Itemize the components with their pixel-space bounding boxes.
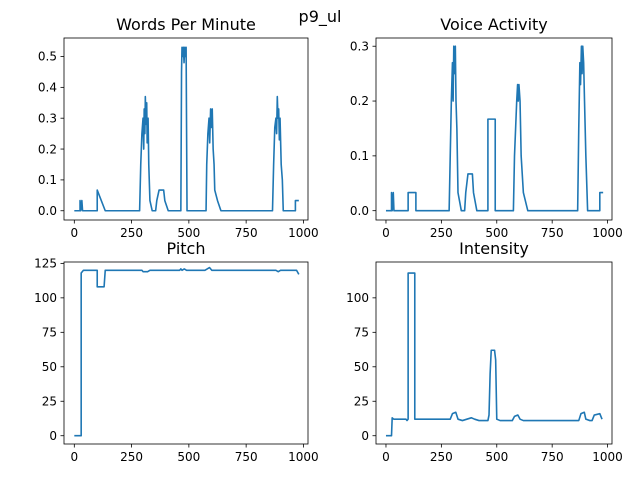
y-tick-label: 0.1 bbox=[350, 149, 369, 163]
x-tick-label: 750 bbox=[235, 450, 258, 464]
x-tick-label: 0 bbox=[70, 450, 78, 464]
x-tick-label: 500 bbox=[485, 226, 508, 240]
y-tick-label: 0.3 bbox=[38, 111, 57, 125]
panel-pitch: 0 250 500 750 1000 0 25 50 75 100 125 Pitch bbox=[34, 239, 319, 464]
x-tick-label: 1000 bbox=[592, 450, 623, 464]
x-tick-label: 0 bbox=[70, 226, 78, 240]
axes-frame bbox=[63, 261, 309, 445]
x-tick-label: 0 bbox=[382, 226, 390, 240]
panel-intensity: 0 250 500 750 1000 0 25 50 75 100 Intensity bbox=[346, 239, 623, 464]
panel-words-per-minute: 0 250 500 750 1000 0.0 0.1 0.2 0.3 0.4 0.5 Words Pe… bbox=[38, 15, 319, 240]
y-tick-label: 125 bbox=[34, 257, 57, 271]
panel-voice-activity: 0 250 500 750 1000 0.0 0.1 0.2 0.3 Voice Activity bbox=[350, 15, 623, 240]
panel-title-voice-activity: Voice Activity bbox=[440, 15, 548, 34]
axes-frame bbox=[375, 261, 613, 445]
x-tick-label: 0 bbox=[382, 450, 390, 464]
panel-title-intensity: Intensity bbox=[459, 239, 529, 258]
y-tick-label: 50 bbox=[42, 360, 57, 374]
x-tick-label: 1000 bbox=[288, 226, 319, 240]
axes-frame bbox=[375, 37, 613, 221]
panel-title-words-per-minute: Words Per Minute bbox=[116, 15, 256, 34]
axes-frame bbox=[63, 37, 309, 221]
y-tick-label: 75 bbox=[42, 326, 57, 340]
y-tick-label: 0.5 bbox=[38, 50, 57, 64]
y-tick-label: 0.2 bbox=[350, 94, 369, 108]
series-line bbox=[385, 45, 604, 212]
y-tick-label: 100 bbox=[34, 291, 57, 305]
x-tick-label: 1000 bbox=[288, 450, 319, 464]
y-tick-label: 0 bbox=[361, 429, 369, 443]
series-line bbox=[385, 272, 603, 437]
x-tick-label: 750 bbox=[541, 226, 564, 240]
y-tick-label: 0 bbox=[49, 429, 57, 443]
x-tick-label: 250 bbox=[430, 226, 453, 240]
y-tick-label: 25 bbox=[42, 394, 57, 408]
x-tick-label: 1000 bbox=[592, 226, 623, 240]
figure-suptitle: p9_ul bbox=[299, 7, 342, 27]
x-tick-label: 500 bbox=[177, 450, 200, 464]
x-tick-label: 750 bbox=[235, 226, 258, 240]
y-tick-label: 25 bbox=[354, 394, 369, 408]
series-line bbox=[74, 46, 299, 212]
x-tick-label: 500 bbox=[485, 450, 508, 464]
y-tick-label: 0.3 bbox=[350, 39, 369, 53]
y-tick-label: 100 bbox=[346, 291, 369, 305]
x-tick-label: 250 bbox=[120, 226, 143, 240]
y-tick-label: 0.0 bbox=[38, 204, 57, 218]
y-tick-label: 0.2 bbox=[38, 142, 57, 156]
y-tick-label: 0.1 bbox=[38, 173, 57, 187]
x-tick-label: 500 bbox=[177, 226, 200, 240]
panel-title-pitch: Pitch bbox=[167, 239, 206, 258]
y-tick-label: 75 bbox=[354, 326, 369, 340]
series-line bbox=[74, 266, 300, 437]
y-tick-label: 0.0 bbox=[350, 204, 369, 218]
x-tick-label: 250 bbox=[430, 450, 453, 464]
y-tick-label: 0.4 bbox=[38, 81, 57, 95]
x-tick-label: 250 bbox=[120, 450, 143, 464]
x-tick-label: 750 bbox=[541, 450, 564, 464]
y-tick-label: 50 bbox=[354, 360, 369, 374]
